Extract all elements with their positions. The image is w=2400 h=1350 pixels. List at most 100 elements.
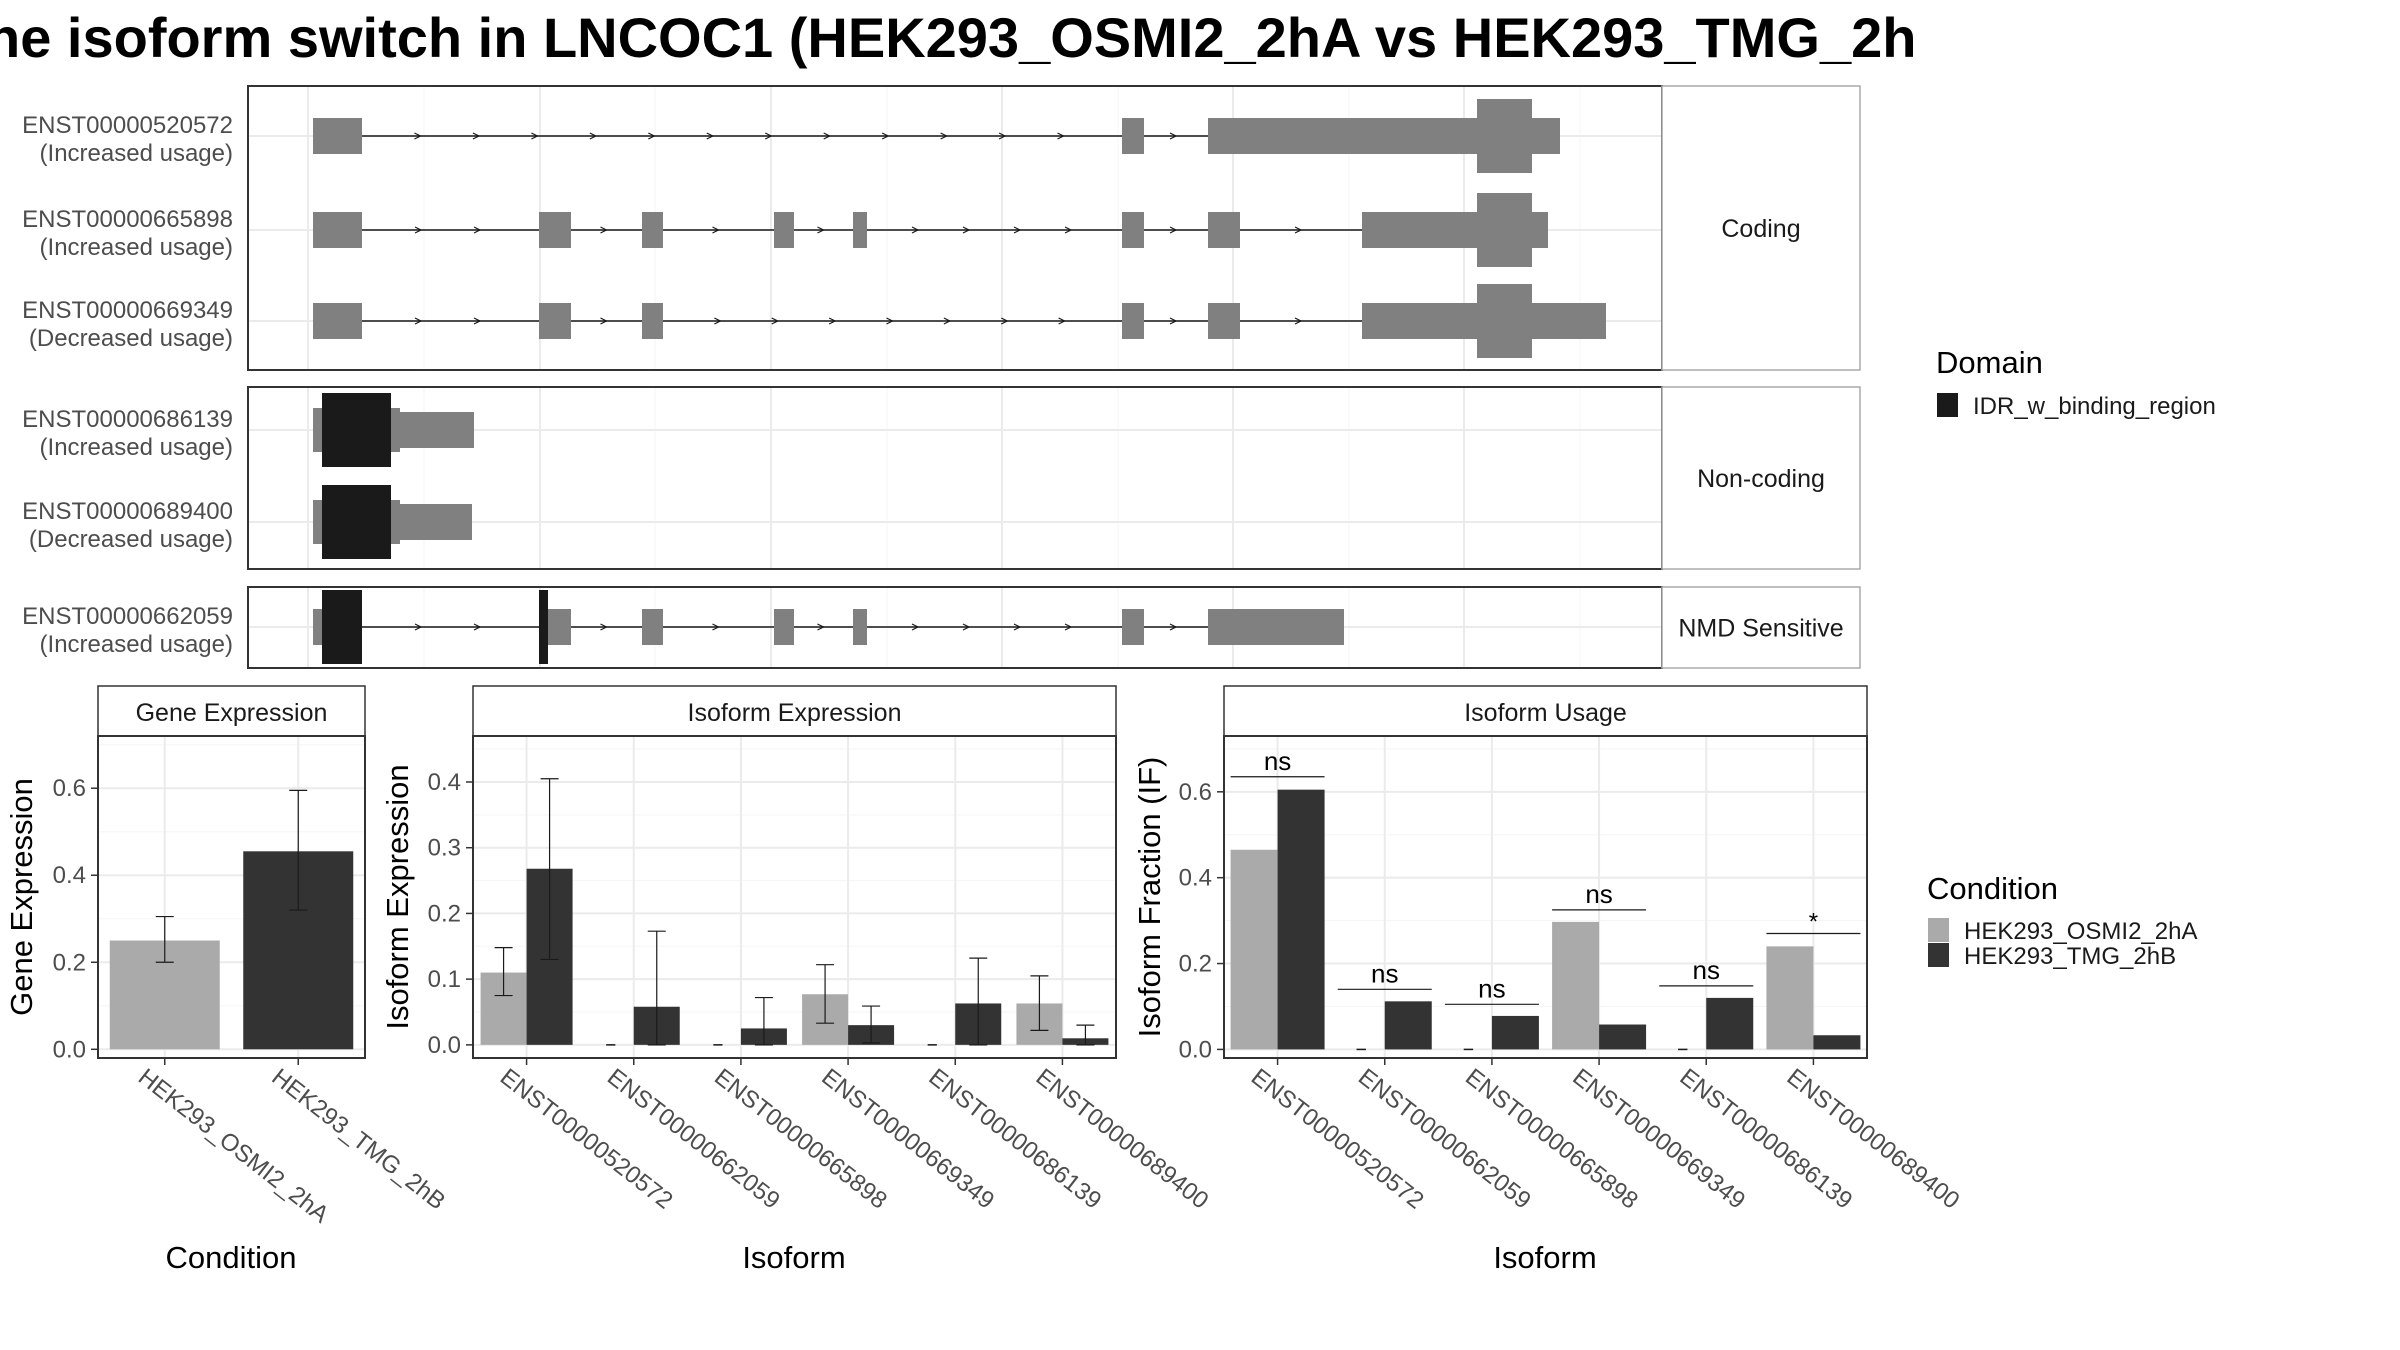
y-tick-label: 0.1 [428,966,461,993]
strand-arrow [648,132,656,140]
isoform-label-id: ENST00000686139 [22,406,233,433]
exon [313,212,362,248]
strand-arrow [712,623,720,631]
strand-arrow [414,623,423,631]
exon [1208,303,1240,339]
exon [1477,284,1532,358]
strand-arrow [828,317,837,325]
y-tick-label: 0.4 [53,862,86,889]
isoform-expression-chart: Isoform Expression 0.0 0.1 0.2 0.3 0.4 ENST000… [380,685,1214,1275]
isoform-label-usage: (Increased usage) [40,140,233,167]
isoform-label-usage: (Increased usage) [40,234,233,261]
exon [1477,99,1532,173]
exon [1208,212,1240,248]
exon [1532,118,1560,154]
chart-border [472,735,1117,1059]
y-axis-title: Isoform Expression [380,764,415,1029]
strand-arrow [943,317,952,325]
significance-label: ns [1693,955,1720,985]
x-tick-label: ENST00000520572 [495,1063,678,1214]
x-tick-label: ENST00000686139 [924,1063,1107,1214]
exon [1122,303,1144,339]
structure-strip [1661,586,1861,669]
strand-arrow [531,132,539,140]
strand-arrow [589,132,598,140]
strand-arrow [414,317,423,325]
exon [1122,609,1144,645]
chart-strip [97,685,366,737]
strand-arrow [962,226,971,234]
strand-arrow [823,132,832,140]
exon [539,212,571,248]
x-axis-title: Isoform [1493,1240,1596,1275]
exon [642,303,663,339]
x-tick-label: ENST00000689400 [1031,1063,1214,1214]
x-tick-label: ENST00000669349 [816,1063,999,1214]
domain-legend-title: Domain [1936,345,2043,380]
bar [1813,1035,1861,1050]
significance-label: * [1809,908,1818,935]
bar [1491,1015,1539,1050]
domain-block [322,590,362,664]
strand-arrow [1064,226,1073,234]
domain-legend-key [1937,393,1958,417]
chart-title: Gene Expression [136,699,328,727]
strand-arrow [1169,317,1178,325]
condition-legend-key-a [1928,918,1949,942]
isoform-label-usage: (Increased usage) [40,434,233,461]
bar [1552,921,1600,1050]
exon [400,412,474,448]
exon [1208,118,1477,154]
exon [1362,303,1477,339]
significance-label: ns [1264,746,1291,776]
exon [1122,212,1144,248]
isoform-label-id: ENST00000520572 [22,112,233,139]
chart-strip [1223,685,1868,737]
strand-arrow [771,317,780,325]
exon [400,504,472,540]
condition-legend-key-b [1928,943,1949,967]
isoform-label-id: ENST00000665898 [22,206,233,233]
y-tick-label: 0.2 [428,900,461,927]
exon [1532,212,1548,248]
exon [313,118,362,154]
strand-arrow [473,226,482,234]
strand-arrow [706,132,715,140]
strand-arrow [1294,226,1303,234]
chart-border [97,735,366,1059]
strand-arrow [881,132,890,140]
strand-arrow [472,132,481,140]
structure-strip [1661,85,1861,371]
significance-label: ns [1585,879,1612,909]
strand-arrow [414,132,422,140]
exon [853,609,867,645]
isoform-label-usage: (Decreased usage) [29,526,233,553]
strand-arrow [817,226,825,234]
y-tick-label: 0.4 [1179,865,1212,892]
structure-strip-label: Non-coding [1697,465,1825,493]
exon [1362,212,1477,248]
strand-arrow [998,132,1007,140]
bar [1599,1024,1647,1050]
x-axis-title: Condition [166,1240,297,1275]
exon [774,212,794,248]
y-tick-label: 0.6 [1179,779,1212,806]
structure-panel-bg [248,387,1662,569]
strand-arrow [764,132,773,140]
isoform-label-id: ENST00000669349 [22,297,233,324]
isoform-label-id: ENST00000689400 [22,498,233,525]
significance-label: ns [1478,973,1505,1003]
isoform-usage-chart: Isoform Usage ns ns ns ns ns * 0.0 0.2 0.4 0.6 ENST… [1132,685,1964,1275]
strand-arrow [1169,623,1178,631]
strand-arrow [911,226,920,234]
strand-arrow [600,623,608,631]
chart-border [1223,735,1868,1059]
structure-strip-label: Coding [1721,215,1800,243]
gene-expression-chart: Gene Expression0.00.20.40.6HEK293_OSMI2_… [4,685,450,1275]
strand-arrow [600,317,608,325]
strand-arrow [1000,317,1009,325]
strand-arrow [600,226,608,234]
